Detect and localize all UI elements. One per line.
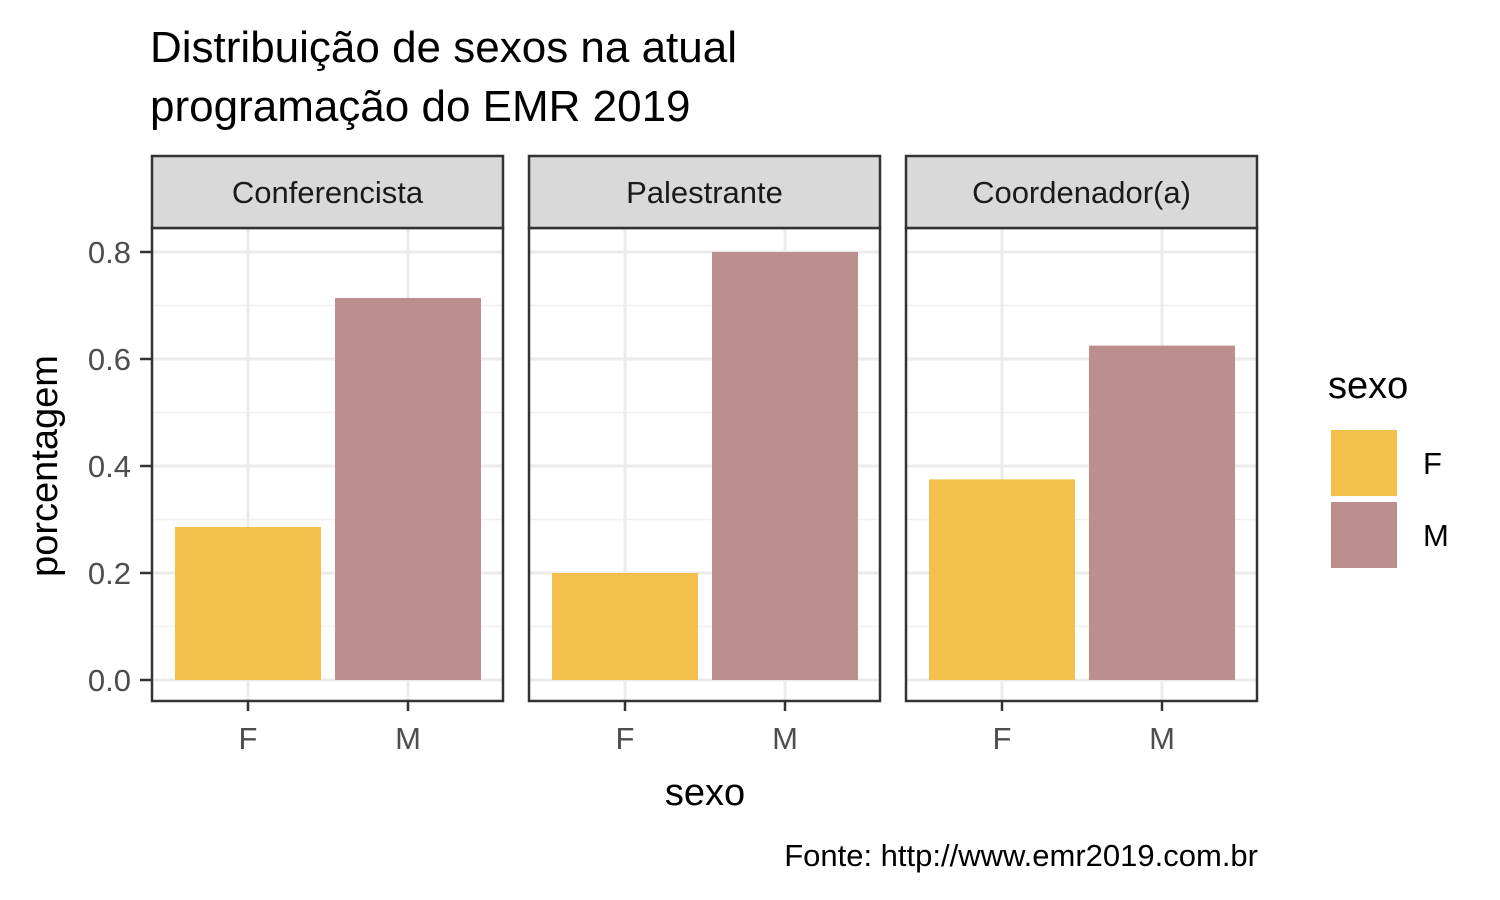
facet-strip (904, 154, 1259, 230)
y-tick-label: 0.0 (88, 663, 131, 698)
x-axis-title: sexo (665, 772, 745, 814)
bar-palestrante-m (712, 252, 858, 680)
facet-strip-label: Coordenador(a) (972, 175, 1191, 210)
x-tick-label: M (772, 721, 798, 756)
chart-title-line-2: programação do EMR 2019 (150, 82, 691, 131)
legend-key-m (1331, 502, 1397, 568)
chart-title-line-1: Distribuição de sexos na atual (150, 23, 737, 72)
y-tick-label: 0.2 (88, 556, 131, 591)
bar-coordenador-a-f (929, 479, 1075, 680)
bar-coordenador-a-m (1089, 345, 1235, 680)
legend-label-f: F (1423, 446, 1442, 481)
facet-strip-label: Conferencista (232, 175, 424, 210)
legend-label-m: M (1423, 518, 1449, 553)
chart-caption: Fonte: http://www.emr2019.com.br (784, 838, 1258, 873)
facet-strip (150, 154, 505, 230)
facet-coordenador-a: Coordenador(a) F M (904, 154, 1259, 756)
facet-strip (527, 154, 882, 230)
x-tick-label: F (616, 721, 635, 756)
legend-title: sexo (1328, 365, 1408, 407)
y-axis: 0.0 0.2 0.4 0.6 0.8 (88, 235, 152, 698)
x-tick-label: F (993, 721, 1012, 756)
bar-palestrante-f (552, 573, 698, 680)
y-tick-label: 0.8 (88, 235, 131, 270)
y-tick-label: 0.6 (88, 342, 131, 377)
x-tick-label: M (1149, 721, 1175, 756)
facet-palestrante: Palestrante F M (527, 154, 882, 756)
y-tick-label: 0.4 (88, 449, 131, 484)
y-axis-title: porcentagem (24, 355, 66, 577)
bar-conferencista-f (175, 526, 321, 680)
facet-conferencista: Conferencista F M (150, 154, 505, 756)
facet-strip-label: Palestrante (626, 175, 783, 210)
x-tick-label: M (395, 721, 421, 756)
x-tick-label: F (239, 721, 258, 756)
legend-key-f (1331, 430, 1397, 496)
bar-conferencista-m (335, 298, 481, 680)
legend: sexo F M (1328, 365, 1449, 568)
